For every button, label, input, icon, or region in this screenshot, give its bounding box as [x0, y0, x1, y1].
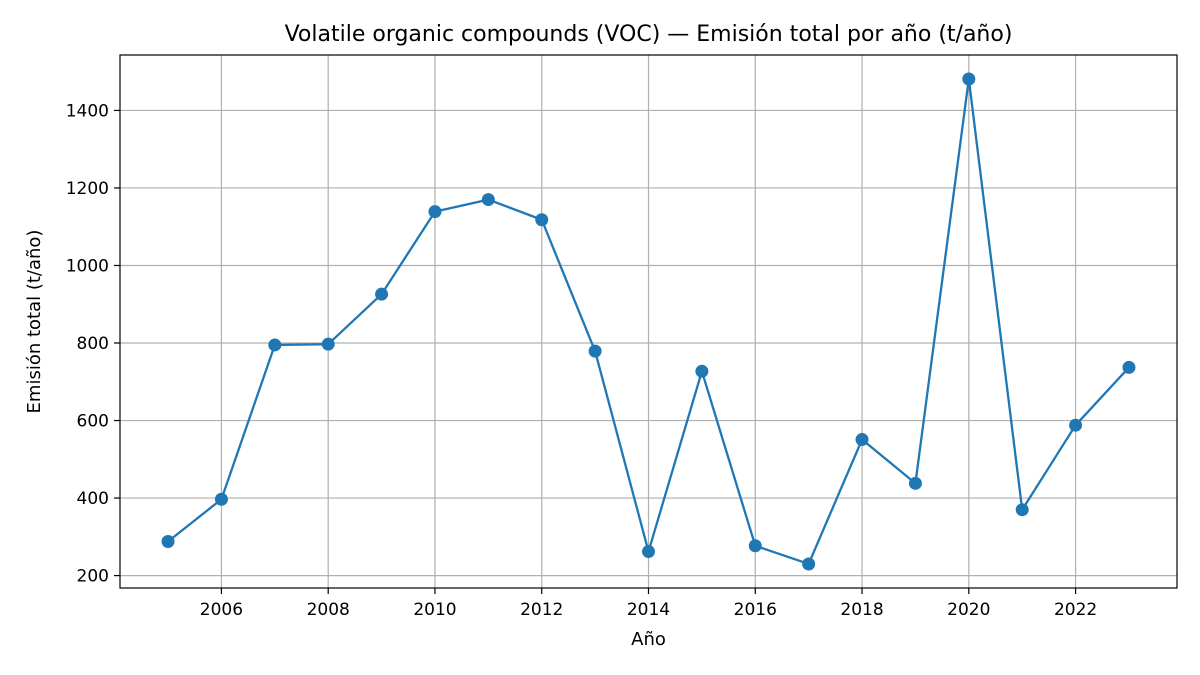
x-tick-label: 2020 [947, 600, 990, 620]
x-tick-label: 2010 [413, 600, 456, 620]
x-tick-label: 2018 [840, 600, 883, 620]
data-point-2006 [214, 492, 228, 506]
data-point-2009 [375, 287, 389, 301]
y-axis-label: Emisión total (t/año) [24, 230, 45, 414]
y-tick-label: 1200 [66, 179, 109, 199]
data-point-2017 [802, 557, 816, 571]
x-tick-label: 2006 [200, 600, 243, 620]
x-axis-label: Año [631, 629, 666, 650]
data-point-2022 [1069, 418, 1083, 432]
series-markers [161, 72, 1136, 571]
data-point-2012 [535, 213, 549, 227]
data-point-2013 [588, 344, 602, 358]
data-point-2014 [642, 545, 655, 559]
x-tick-label: 2022 [1054, 600, 1097, 620]
x-tick-label: 2016 [734, 600, 777, 620]
data-point-2023 [1122, 360, 1136, 374]
y-tick-label: 200 [77, 567, 109, 587]
y-tick-label: 600 [77, 412, 109, 432]
x-tick-label: 2008 [307, 600, 350, 620]
data-point-2005 [161, 534, 175, 548]
chart-title: Volatile organic compounds (VOC) — Emisi… [285, 22, 1013, 47]
y-axis-ticks: 200 400 600 800 1000 1200 1400 [66, 101, 120, 587]
data-point-2020 [962, 72, 976, 86]
data-point-2011 [481, 193, 495, 207]
data-point-2008 [321, 337, 335, 351]
y-tick-label: 1000 [66, 256, 109, 276]
x-tick-label: 2014 [627, 600, 670, 620]
x-tick-label: 2012 [520, 600, 563, 620]
y-tick-label: 800 [77, 334, 109, 354]
data-point-2007 [268, 338, 282, 352]
data-point-2015 [695, 364, 709, 378]
data-point-2018 [855, 433, 869, 447]
x-axis-ticks: 2006 2008 2010 2012 2014 2016 2018 2020 2022 [200, 588, 1097, 620]
y-tick-label: 1400 [66, 101, 109, 121]
data-point-2019 [908, 476, 922, 490]
data-point-2010 [428, 205, 442, 219]
data-point-2021 [1015, 503, 1029, 517]
data-point-2016 [748, 539, 762, 553]
y-tick-label: 400 [77, 489, 109, 509]
